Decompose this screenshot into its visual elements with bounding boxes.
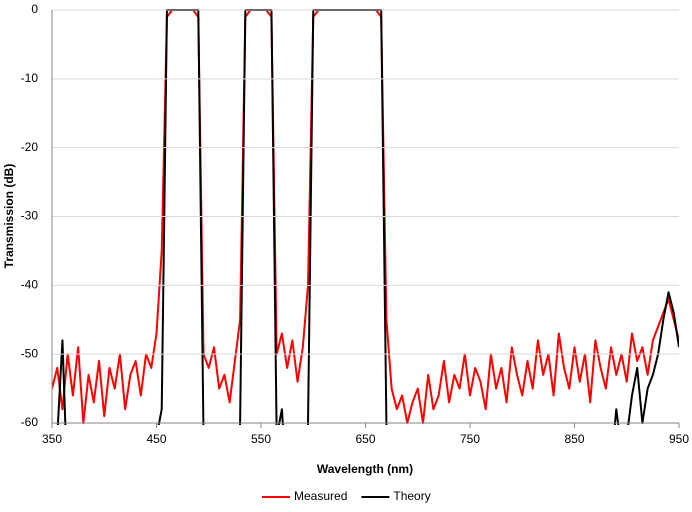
plot-area (52, 9, 679, 425)
y-tick-label: -60 (21, 415, 39, 429)
x-tick-label: 350 (42, 432, 62, 446)
legend-label: Measured (294, 489, 347, 503)
y-tick-label: -10 (21, 71, 39, 85)
x-tick-label: 550 (251, 432, 271, 446)
x-tick-label: 850 (564, 432, 584, 446)
y-axis-label: Transmission (dB) (2, 164, 16, 269)
x-tick-label: 650 (355, 432, 375, 446)
y-tick-label: -20 (21, 140, 39, 154)
y-tick-label: -50 (21, 346, 39, 360)
x-tick-label: 450 (146, 432, 166, 446)
y-tick-label: -30 (21, 209, 39, 223)
series-line (56, 9, 679, 425)
y-tick-label: -40 (21, 278, 39, 292)
x-axis-label: Wavelength (nm) (317, 462, 413, 476)
x-tick-label: 750 (460, 432, 480, 446)
y-tick-label: 0 (31, 2, 38, 16)
x-tick-label: 950 (669, 432, 689, 446)
legend-label: Theory (393, 489, 430, 503)
